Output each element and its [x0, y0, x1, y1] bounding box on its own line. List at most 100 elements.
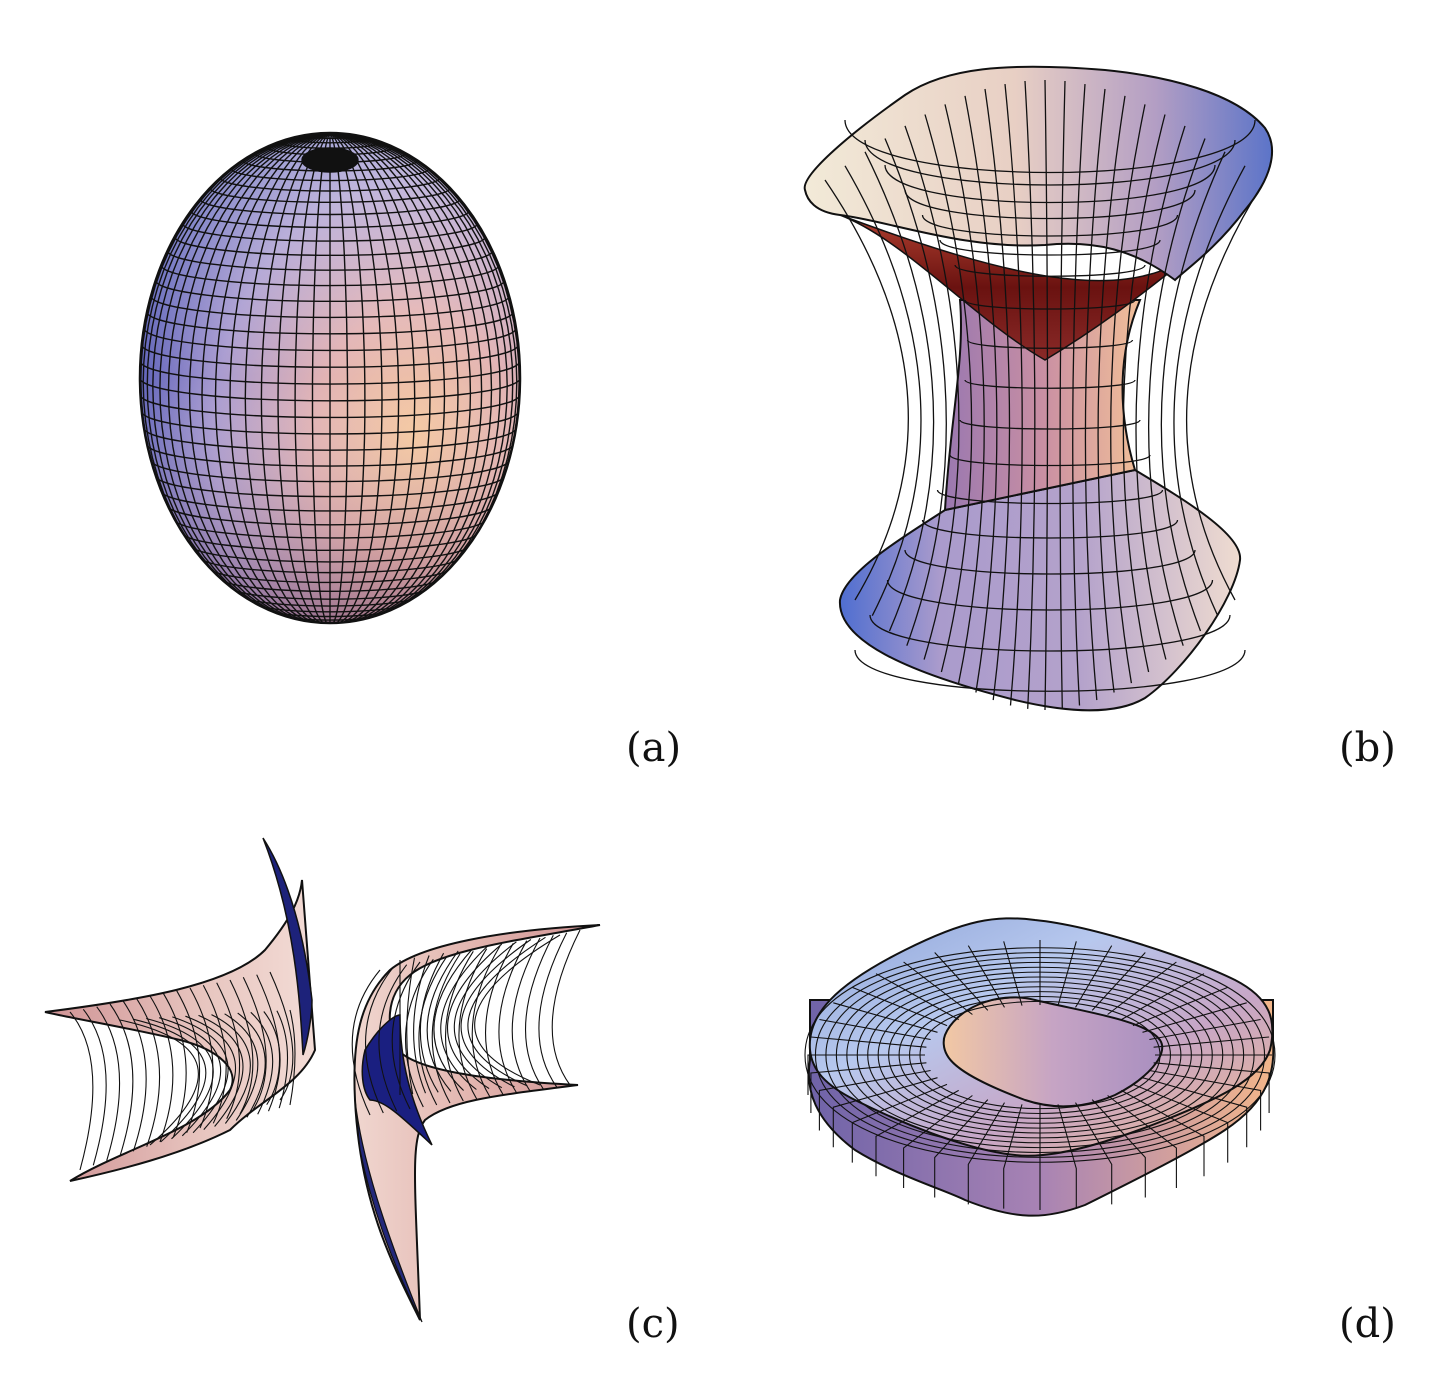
torus-section-line: [1132, 1083, 1229, 1163]
saddle-right-rib: [431, 953, 461, 1104]
torus-section-line: [851, 1083, 948, 1163]
saddle-right-cross: [446, 943, 503, 1090]
saddle-right-rib: [498, 940, 528, 1094]
torus-section-line: [875, 973, 959, 1021]
ellipsoid-meridian-line: [311, 133, 331, 623]
ellipsoid-meridian-line: [260, 133, 331, 623]
saddle-left-cross: [276, 1010, 289, 1109]
torus-section-line: [903, 961, 973, 1015]
hyperboloid-ruling-line: [1160, 151, 1226, 632]
torus-section-line: [833, 1002, 938, 1033]
torus-section-line: [1091, 952, 1146, 1011]
ellipsoid-meridian-line: [329, 133, 349, 623]
ellipsoid-meridian-line: [329, 133, 459, 623]
torus-section-line: [1057, 1104, 1077, 1209]
saddle-right-cross: [467, 936, 546, 1087]
torus-section-line: [934, 1099, 989, 1198]
ellipsoid-meridian-line: [277, 133, 331, 623]
ellipsoid-meridian-line: [188, 133, 331, 623]
saddle-left-rib: [96, 1006, 121, 1161]
saddle-left-edge: [262, 837, 313, 1056]
hyperboloid-ruling-line: [964, 95, 998, 693]
hyperboloid-ring-line: [904, 549, 1196, 575]
hyperboloid-ruling-line: [984, 88, 1011, 701]
hyperboloid-ruling-line: [1084, 88, 1106, 701]
torus-section-line: [852, 986, 948, 1027]
saddle-right-sheet: [353, 924, 601, 1321]
ellipsoid-meridian-line: [329, 133, 400, 623]
saddle-right-cross: [413, 955, 430, 1094]
saddle-right-rib: [378, 964, 408, 1112]
saddle-right-rib: [364, 966, 394, 1114]
torus-ring-line: [804, 947, 1276, 1163]
hyperboloid-ring-line: [959, 419, 1141, 430]
saddle-right-cross: [453, 941, 517, 1089]
saddle-left-rib: [216, 982, 241, 1119]
ellipsoid-meridian-line: [201, 133, 331, 623]
hyperboloid-ring-line: [904, 189, 1196, 220]
caption-c: (c): [626, 1301, 680, 1347]
saddle-left-cross: [211, 1014, 251, 1124]
hyperboloid-ring-line: [964, 379, 1136, 389]
saddle-right-cross: [406, 957, 416, 1095]
saddle-right-rib: [351, 969, 381, 1116]
torus-section-line: [1107, 961, 1177, 1015]
ellipsoid-meridian-line: [329, 133, 483, 623]
ellipsoid-meridian-line: [294, 133, 331, 623]
torus-section-line: [1142, 1077, 1248, 1148]
saddle-left-rib: [109, 1003, 134, 1157]
torus-section-line: [1003, 941, 1023, 1006]
ellipsoid-meridian-line: [244, 133, 331, 623]
torus-section-line: [1091, 1099, 1146, 1198]
panel-c: (c): [0, 800, 715, 1378]
torus-section-line: [1132, 986, 1228, 1027]
saddle-left-cross: [250, 1011, 274, 1115]
hyperboloid-ring-line: [921, 519, 1179, 539]
ellipsoid-meridian-line: [329, 133, 416, 623]
saddle-mesh: [69, 929, 581, 1171]
hyperboloid-lower-flare: [838, 468, 1242, 712]
hyperboloid-ruling-line: [1072, 84, 1086, 706]
ellipsoid-meridian-line: [329, 133, 472, 623]
torus-section-line: [875, 1089, 959, 1177]
ellipsoid-meridian-line: [329, 133, 383, 623]
ellipsoid-meridian-line: [329, 133, 446, 623]
torus-section-line: [1149, 1018, 1261, 1041]
torus-section-line: [1075, 1102, 1113, 1205]
saddle-left-rib: [162, 993, 187, 1138]
saddle-right-cross: [474, 934, 561, 1086]
torus-section-line: [807, 1054, 925, 1095]
saddle-left-cross: [224, 1013, 259, 1121]
ellipsoid-meridian-line: [167, 133, 331, 623]
saddle-left-rib: [189, 987, 214, 1129]
panel-a: (a): [0, 0, 715, 800]
torus-section-line: [1057, 941, 1077, 1006]
caption-b: (b): [1339, 725, 1396, 771]
hyperboloid-ruling-line: [1097, 95, 1126, 693]
torus-section-line: [1107, 1095, 1177, 1188]
ellipsoid-meridian-line: [159, 133, 331, 623]
saddle-right-rib: [524, 935, 554, 1090]
ellipsoid-meridian-line: [229, 133, 331, 623]
hyperboloid-ring-line: [844, 119, 1256, 174]
saddle-right-rib: [418, 956, 448, 1106]
torus-section-line: [819, 1018, 931, 1041]
saddle-right-rib: [391, 961, 421, 1110]
saddle-left-cross: [159, 1017, 222, 1137]
ellipsoid-meridian-line: [329, 133, 366, 623]
saddle-left-cross: [185, 1015, 237, 1130]
saddle-left-rib: [269, 971, 294, 1101]
torus-mesh: [804, 940, 1276, 1210]
hyperboloid-figure: [803, 65, 1274, 712]
saddle-left-rib: [122, 1000, 147, 1152]
saddle-left-rib: [136, 998, 161, 1147]
saddle-right-rib: [551, 929, 581, 1086]
torus-section-line: [810, 1062, 927, 1113]
hyperboloid-ring-line: [939, 239, 1161, 256]
hyperboloid-ruling-line: [1110, 104, 1146, 684]
torus-figure: [804, 917, 1276, 1217]
hyperboloid-ring-line: [864, 139, 1236, 186]
saddle-right-rib: [538, 932, 568, 1088]
hyperboloid-ruling-line: [844, 165, 922, 616]
hyperboloid-ruling-line: [1173, 165, 1246, 616]
